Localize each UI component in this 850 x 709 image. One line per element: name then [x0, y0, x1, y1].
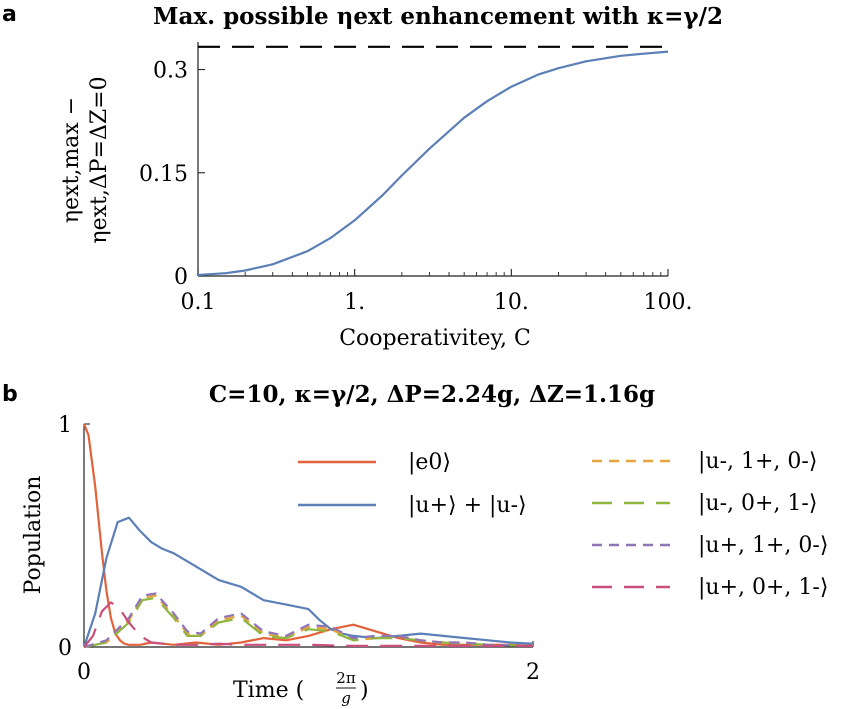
- panel-b-xlabel-close: ): [360, 678, 369, 703]
- panel-b-series-line-2: [83, 594, 534, 649]
- panel-b-series-line-4: [83, 592, 534, 649]
- legend-label: |e0⟩: [408, 450, 451, 475]
- panel-b-ytick-label: 0: [58, 636, 72, 661]
- panel-a-title: Max. possible ηext enhancement with κ=γ/…: [153, 3, 723, 30]
- legend-label: |u+⟩ + |u-⟩: [408, 493, 527, 518]
- panel-a-ylabel-top: ηext,max −: [59, 97, 84, 223]
- panel-b-series-line-0: [82, 423, 534, 647]
- panel-a-ticks: 0.1 1. 10. 100. 0 0.15 0.3: [139, 59, 692, 315]
- panel-b-ticks: 0 2 0 1: [58, 413, 540, 685]
- panel-b: b C=10, κ=γ/2, ΔP=2.24g, ΔZ=1.16g Popula…: [2, 381, 828, 707]
- panel-b-xlabel-denominator: g: [341, 689, 351, 707]
- panel-a-ytick-label: 0: [174, 265, 188, 290]
- panel-a-xtick-label: 100.: [644, 290, 693, 315]
- panel-b-title: C=10, κ=γ/2, ΔP=2.24g, ΔZ=1.16g: [209, 381, 655, 408]
- panel-b-xtick-label: 2: [526, 660, 540, 685]
- panel-b-series-line-3: [83, 596, 534, 649]
- panel-a-series-line: [197, 50, 669, 277]
- legend-label: |u-, 1+, 0-⟩: [698, 449, 817, 474]
- panel-a-y-axis-label: ηext,max − ηext,ΔP=ΔZ=0: [59, 76, 112, 243]
- panel-a-series: [197, 45, 669, 277]
- panel-b-xlabel-text: Time (: [233, 678, 304, 703]
- panel-a-xlabel: Cooperativitey, C: [339, 326, 531, 351]
- panel-b-series: [82, 423, 534, 649]
- panel-b-letter: b: [2, 382, 18, 407]
- panel-b-xtick-label: 0: [77, 660, 91, 685]
- panel-b-xlabel: Time ( 2π g ): [233, 669, 369, 707]
- panel-b-legend: |e0⟩ |u+⟩ + |u-⟩ |u-, 1+, 0-⟩ |u-, 0+, 1-⟩ |…: [298, 449, 828, 600]
- legend-label: |u-, 0+, 1-⟩: [698, 491, 817, 516]
- panel-b-series-line-1: [82, 516, 534, 648]
- panel-a-ylabel-bottom: ηext,ΔP=ΔZ=0: [87, 76, 112, 243]
- panel-b-ytick-label: 1: [58, 413, 72, 438]
- panel-a-letter: a: [2, 2, 17, 27]
- panel-b-ylabel: Population: [21, 476, 46, 595]
- panel-a-ytick-label: 0.3: [153, 59, 188, 84]
- legend-label: |u+, 0+, 1-⟩: [698, 575, 828, 600]
- panel-b-xlabel-numerator: 2π: [336, 669, 356, 687]
- panel-a-xtick-label: 10.: [494, 290, 529, 315]
- legend-label: |u+, 1+, 0-⟩: [698, 533, 828, 558]
- panel-a-xtick-label: 1.: [344, 290, 365, 315]
- panel-a-ytick-label: 0.15: [139, 162, 188, 187]
- panel-b-series-line-5: [83, 601, 533, 648]
- panel-a-xtick-label: 0.1: [181, 290, 216, 315]
- panel-a: a Max. possible ηext enhancement with κ=…: [2, 2, 723, 351]
